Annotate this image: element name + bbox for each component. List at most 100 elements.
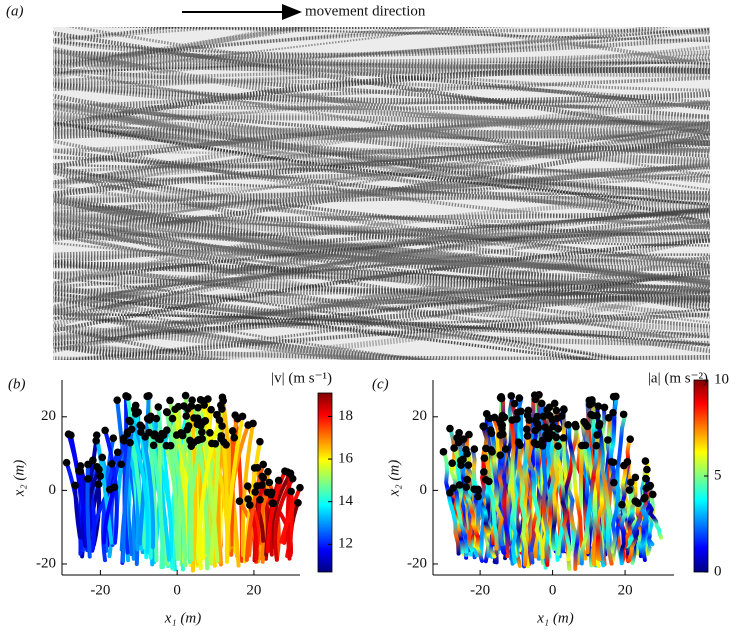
endpoint: [259, 474, 268, 482]
trajectories: [62, 391, 304, 573]
endpoint: [145, 391, 153, 400]
photo-track: [53, 196, 710, 214]
endpoint: [171, 405, 179, 414]
photo-track: [53, 296, 436, 360]
photo-track: [53, 53, 710, 92]
photo-track: [53, 99, 710, 153]
photo-track: [53, 49, 710, 65]
endpoint: [538, 441, 547, 450]
endpoint: [95, 465, 103, 474]
endpoint: [181, 391, 190, 400]
y-axis-label: x₂ (m): [11, 460, 27, 497]
photo-track: [53, 59, 710, 75]
endpoint: [198, 428, 206, 436]
endpoint: [604, 436, 612, 444]
endpoint: [522, 425, 531, 434]
x-tick-label: 0: [549, 582, 557, 598]
endpoint: [459, 455, 467, 464]
endpoint: [587, 410, 595, 419]
endpoint: [228, 427, 237, 435]
colorbar-tick-label: 16: [338, 450, 354, 466]
endpoint: [626, 435, 634, 443]
photo-track: [53, 192, 710, 211]
endpoint: [194, 403, 202, 412]
endpoint: [199, 418, 208, 426]
endpoint: [640, 493, 649, 502]
trajectory: [509, 418, 518, 564]
photo-track: [53, 229, 710, 286]
endpoint: [217, 432, 226, 440]
photo-track: [53, 82, 710, 105]
trajectory: [538, 401, 550, 567]
photo-track: [53, 211, 710, 268]
endpoint: [265, 478, 274, 487]
endpoint: [626, 478, 635, 487]
endpoint: [109, 434, 118, 443]
trajectory: [85, 476, 97, 551]
endpoint: [595, 419, 604, 428]
photo-track: [53, 217, 710, 278]
endpoint: [594, 402, 603, 410]
endpoint: [593, 431, 601, 439]
endpoint: [198, 435, 206, 443]
endpoint: [246, 501, 254, 509]
photo-track: [53, 291, 602, 360]
trajectory: [279, 485, 302, 544]
endpoint: [553, 414, 562, 423]
endpoint: [296, 483, 304, 492]
endpoint: [625, 486, 634, 494]
endpoint: [235, 497, 244, 505]
trajectory: [125, 394, 147, 550]
endpoint: [263, 488, 272, 497]
trajectory: [73, 483, 82, 539]
photo-track: [53, 111, 710, 200]
endpoint: [219, 438, 228, 447]
photo-track: [53, 338, 232, 360]
endpoint: [501, 445, 510, 453]
endpoint: [539, 412, 548, 421]
endpoint: [510, 399, 519, 408]
endpoint: [450, 444, 458, 452]
x-tick-label: 20: [618, 582, 633, 598]
photo-track: [53, 223, 710, 259]
endpoint: [166, 441, 175, 450]
endpoint: [609, 408, 617, 417]
photo-track: [53, 270, 710, 349]
photo-track: [53, 284, 710, 339]
endpoint: [268, 499, 277, 507]
endpoint: [264, 467, 272, 476]
y-tick-label: 20: [41, 408, 56, 424]
endpoint: [497, 392, 505, 401]
endpoint: [288, 474, 297, 483]
endpoint: [448, 459, 457, 468]
endpoint: [643, 465, 651, 474]
endpoint: [559, 434, 568, 442]
photo-track: [53, 170, 710, 196]
endpoint: [94, 480, 103, 489]
endpoint: [507, 392, 516, 400]
endpoint: [166, 396, 174, 405]
endpoint: [243, 482, 252, 490]
trajectory: [486, 416, 505, 547]
photo-track: [53, 147, 710, 155]
endpoint: [455, 428, 463, 437]
endpoint: [581, 441, 590, 450]
photo-track: [53, 76, 710, 110]
endpoint: [184, 422, 193, 430]
endpoint: [537, 399, 546, 408]
trajectory: [595, 404, 614, 566]
photo-track: [53, 228, 710, 272]
endpoint: [172, 431, 181, 439]
endpoint: [515, 394, 524, 402]
endpoint: [610, 478, 618, 487]
x-axis-label: x₁ (m): [536, 610, 573, 626]
photo-track: [89, 27, 710, 43]
trajectory: [240, 421, 256, 558]
endpoint: [516, 441, 524, 449]
endpoint: [538, 436, 547, 445]
endpoint: [256, 437, 264, 446]
endpoint: [620, 461, 628, 470]
photo-track: [53, 140, 710, 198]
endpoint: [150, 431, 158, 440]
photo-track: [53, 270, 710, 346]
